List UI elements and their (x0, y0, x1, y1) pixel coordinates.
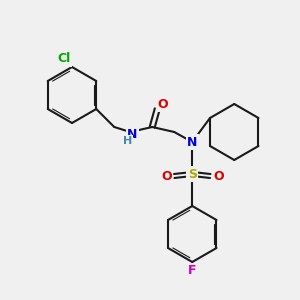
Text: O: O (157, 98, 168, 110)
Text: S: S (188, 167, 197, 181)
Text: H: H (123, 136, 132, 146)
Text: Cl: Cl (57, 52, 70, 65)
Text: N: N (127, 128, 137, 140)
Text: O: O (213, 169, 224, 182)
Text: F: F (188, 265, 196, 278)
Text: N: N (187, 136, 197, 148)
Text: O: O (161, 169, 172, 182)
